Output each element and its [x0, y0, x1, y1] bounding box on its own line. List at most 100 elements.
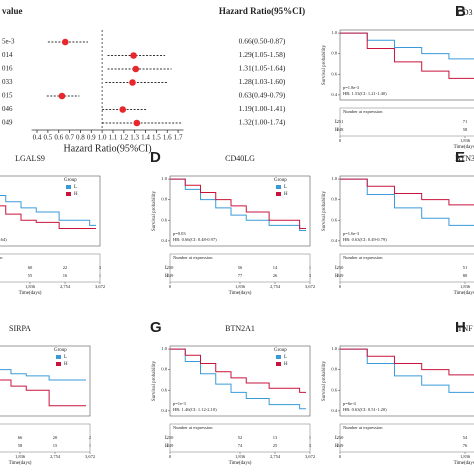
y-tick-label: 0.4	[331, 408, 337, 413]
risk-count: 22	[63, 265, 68, 270]
risk-count: 26	[273, 273, 278, 278]
survival-curve	[340, 348, 474, 376]
y-axis-label: Survival probability	[322, 190, 327, 231]
x-tick-label: 2,754	[50, 454, 61, 460]
plot-frame	[169, 175, 311, 247]
legend-swatch	[56, 355, 61, 359]
x-tick-label: 2,754	[270, 454, 281, 460]
x-axis-label: Time(days)	[9, 461, 32, 466]
x-tick-label: 0.4	[33, 134, 42, 142]
y-tick-label: 1.0	[331, 30, 337, 35]
legend-title: Group	[64, 178, 77, 183]
hr-text: HR: 1.31(CI: 1.05-1.64)	[0, 237, 7, 242]
x-tick-label: 1,836	[460, 138, 471, 144]
risk-count: 249	[337, 273, 345, 278]
risk-count: 3	[99, 265, 102, 270]
risk-frame	[0, 423, 91, 453]
y-tick-label: 1.0	[331, 176, 337, 181]
x-tick-label: 0	[169, 454, 172, 459]
x-axis-label: Time(days)	[454, 291, 474, 296]
legend-title: Group	[54, 348, 67, 353]
y-tick-label: 0.8	[331, 367, 337, 372]
plot-frame	[169, 345, 311, 417]
legend-swatch	[276, 185, 281, 189]
x-tick-label: 1.3	[130, 134, 139, 142]
legend-swatch	[66, 192, 71, 196]
panel-title: SIRPA	[9, 324, 31, 333]
risk-count: 3	[309, 273, 312, 278]
panel-letter: B	[455, 3, 466, 20]
y-tick-label: 0.6	[161, 387, 167, 392]
panel-title: BTN3	[455, 154, 474, 163]
survival-curve	[340, 178, 474, 226]
hr-text: HR: 1.46(CI: 1.12-2.10)	[173, 407, 217, 412]
risk-title: Number at expression	[343, 255, 383, 260]
legend-label: L	[284, 355, 287, 360]
x-axis-label: Hazard Ratio(95%CI)	[64, 143, 152, 154]
legend-swatch	[56, 362, 61, 366]
y-tick-label: 0.8	[331, 51, 337, 56]
legend-label: L	[284, 185, 287, 190]
risk-title: Number at expression	[173, 255, 213, 260]
plot-frame	[339, 175, 474, 247]
legend-label: H	[64, 362, 68, 367]
risk-count: 66	[18, 435, 23, 440]
y-tick-label: 1.0	[161, 176, 167, 181]
hr-label: 1.31(1.05-1.64)	[239, 64, 286, 73]
x-tick-label: 0	[339, 284, 342, 289]
x-tick-label: 1.2	[119, 134, 128, 142]
x-tick-label: 0.5	[44, 134, 53, 142]
risk-count: 248	[337, 127, 345, 132]
x-tick-label: 2,754	[270, 284, 281, 290]
risk-count: 80	[463, 273, 468, 278]
survival-curve	[170, 178, 306, 229]
x-tick-label: 1,836	[460, 284, 471, 290]
panel-title: LGALS9	[15, 154, 45, 163]
risk-row-label: L	[335, 120, 338, 125]
y-tick-label: 0.8	[331, 197, 337, 202]
x-tick-label: 1,836	[15, 454, 26, 460]
legend-label: L	[74, 185, 77, 190]
hr-label: 0.66(0.50-0.87)	[239, 37, 286, 46]
risk-count: 249	[167, 273, 175, 278]
p-text: p=1e-3	[173, 401, 187, 406]
panel-title: CD3	[457, 8, 472, 17]
x-tick-label: 3,672	[95, 284, 105, 290]
x-tick-label: 3,672	[85, 454, 95, 460]
risk-count: 16	[63, 273, 68, 278]
x-tick-label: 1,836	[235, 284, 246, 290]
survival-curve	[0, 379, 86, 407]
panel-title: BTN2A1	[225, 324, 255, 333]
risk-count: 250	[167, 265, 175, 270]
risk-count: 58	[463, 127, 468, 132]
plot-frame	[339, 29, 474, 101]
x-tick-label: 0.9	[87, 134, 96, 142]
risk-row-label: H	[165, 444, 169, 449]
p-value: 049	[2, 119, 13, 127]
panel-letter: D	[150, 149, 161, 166]
x-tick-label: 1,836	[460, 454, 471, 460]
hr-label: 1.28(1.03-1.60)	[239, 77, 286, 86]
hr-label: 1.29(1.05-1.58)	[239, 50, 286, 59]
p-header: value	[2, 6, 23, 16]
risk-count: 249	[167, 443, 175, 448]
x-axis-label: Time(days)	[19, 291, 42, 296]
x-tick-label: 0.8	[76, 134, 85, 142]
survival-curve	[340, 32, 474, 79]
x-tick-label: 3,672	[305, 454, 315, 460]
legend-label: H	[284, 362, 288, 367]
risk-row-label: H	[335, 274, 339, 279]
y-tick-label: 1.0	[161, 346, 167, 351]
p-text: p=6e-4	[343, 401, 357, 406]
risk-count: 250	[167, 435, 175, 440]
risk-count: 76	[463, 443, 468, 448]
x-tick-label: 1,836	[235, 454, 246, 460]
y-tick-label: 0.4	[161, 408, 167, 413]
risk-count: 3	[309, 443, 312, 448]
x-axis-label: Time(days)	[229, 291, 252, 296]
y-tick-label: 0.4	[331, 92, 337, 97]
risk-count: 250	[337, 435, 345, 440]
risk-count: 56	[238, 265, 243, 270]
y-tick-label: 0.6	[161, 217, 167, 222]
